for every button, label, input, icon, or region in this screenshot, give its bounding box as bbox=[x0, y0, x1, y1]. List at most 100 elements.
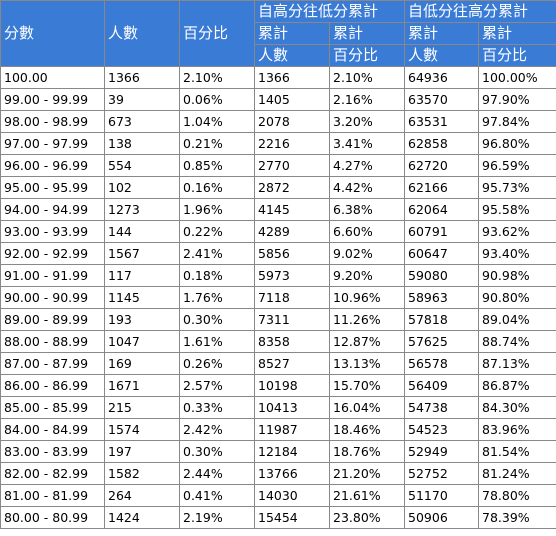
cell-percent: 2.10% bbox=[179, 66, 255, 89]
cell-percent: 0.16% bbox=[179, 176, 255, 199]
cell-cum-count-high: 2216 bbox=[254, 132, 330, 155]
cell-cum-percent-low: 86.87% bbox=[478, 374, 556, 397]
cell-cum-count-high: 8358 bbox=[254, 330, 330, 353]
cell-cum-percent-low: 78.80% bbox=[478, 484, 556, 507]
cell-score: 90.00 - 90.99 bbox=[0, 286, 105, 309]
cell-percent: 0.41% bbox=[179, 484, 255, 507]
cell-cum-percent-low: 88.74% bbox=[478, 330, 556, 353]
cell-cum-count-low: 51170 bbox=[404, 484, 480, 507]
header-count-low: 人數 bbox=[404, 44, 480, 67]
cell-cum-percent-low: 81.54% bbox=[478, 440, 556, 463]
cell-count: 673 bbox=[104, 110, 180, 133]
cell-cum-count-low: 63570 bbox=[404, 88, 480, 111]
cell-count: 215 bbox=[104, 396, 180, 419]
header-count-high: 人數 bbox=[254, 44, 330, 67]
cell-cum-percent-low: 84.30% bbox=[478, 396, 556, 419]
cell-count: 1574 bbox=[104, 418, 180, 441]
cell-score: 88.00 - 88.99 bbox=[0, 330, 105, 353]
cell-score: 86.00 - 86.99 bbox=[0, 374, 105, 397]
cell-cum-count-high: 1366 bbox=[254, 66, 330, 89]
cell-cum-count-low: 56578 bbox=[404, 352, 480, 375]
cell-cum-count-high: 8527 bbox=[254, 352, 330, 375]
cell-cum-count-high: 7118 bbox=[254, 286, 330, 309]
cell-cum-percent-high: 2.16% bbox=[328, 88, 406, 111]
header-score: 分數 bbox=[0, 0, 105, 67]
table-row: 97.00 - 97.99 138 0.21% 2216 3.41% 62858 96.80… bbox=[0, 132, 556, 155]
header-low-to-high: 自低分往高分累計 bbox=[404, 0, 556, 23]
cell-cum-percent-high: 18.46% bbox=[328, 418, 406, 441]
cell-cum-percent-high: 16.04% bbox=[328, 396, 406, 419]
cell-score: 83.00 - 83.99 bbox=[0, 440, 105, 463]
cell-cum-percent-high: 10.96% bbox=[328, 286, 406, 309]
table-body: 100.00 1366 2.10% 1366 2.10% 64936 100.00% 99.0… bbox=[0, 66, 556, 529]
table-row: 93.00 - 93.99 144 0.22% 4289 6.60% 60791 93.62… bbox=[0, 220, 556, 243]
cell-percent: 0.26% bbox=[179, 352, 255, 375]
header-cum-percent-low: 累計 bbox=[478, 22, 556, 45]
cell-percent: 1.04% bbox=[179, 110, 255, 133]
cell-score: 84.00 - 84.99 bbox=[0, 418, 105, 441]
table-row: 85.00 - 85.99 215 0.33% 10413 16.04% 54738 84.… bbox=[0, 396, 556, 419]
cell-percent: 0.22% bbox=[179, 220, 255, 243]
cell-cum-percent-high: 21.20% bbox=[328, 462, 406, 485]
cell-score: 94.00 - 94.99 bbox=[0, 198, 105, 221]
cell-cum-count-low: 62166 bbox=[404, 176, 480, 199]
cell-score: 85.00 - 85.99 bbox=[0, 396, 105, 419]
table-row: 92.00 - 92.99 1567 2.41% 5856 9.02% 60647 93.4… bbox=[0, 242, 556, 265]
cell-cum-count-low: 63531 bbox=[404, 110, 480, 133]
cell-score: 99.00 - 99.99 bbox=[0, 88, 105, 111]
cell-cum-percent-low: 81.24% bbox=[478, 462, 556, 485]
cell-count: 39 bbox=[104, 88, 180, 111]
cell-cum-count-high: 12184 bbox=[254, 440, 330, 463]
cell-score: 82.00 - 82.99 bbox=[0, 462, 105, 485]
table-row: 83.00 - 83.99 197 0.30% 12184 18.76% 52949 81.… bbox=[0, 440, 556, 463]
cell-count: 1567 bbox=[104, 242, 180, 265]
cell-score: 96.00 - 96.99 bbox=[0, 154, 105, 177]
cell-cum-count-low: 57818 bbox=[404, 308, 480, 331]
cell-percent: 0.06% bbox=[179, 88, 255, 111]
cell-cum-percent-low: 97.90% bbox=[478, 88, 556, 111]
table-header: 分數 人數 百分比 自高分往低分累計 自低分往高分累計 累計 累計 累計 累計 … bbox=[0, 0, 556, 67]
cell-score: 98.00 - 98.99 bbox=[0, 110, 105, 133]
header-percent: 百分比 bbox=[179, 0, 255, 67]
cell-count: 102 bbox=[104, 176, 180, 199]
cell-cum-percent-low: 87.13% bbox=[478, 352, 556, 375]
cell-score: 80.00 - 80.99 bbox=[0, 506, 105, 529]
table-row: 90.00 - 90.99 1145 1.76% 7118 10.96% 58963 90.… bbox=[0, 286, 556, 309]
cell-cum-percent-high: 18.76% bbox=[328, 440, 406, 463]
cell-cum-count-high: 10198 bbox=[254, 374, 330, 397]
cell-cum-percent-high: 6.38% bbox=[328, 198, 406, 221]
cell-cum-count-high: 2078 bbox=[254, 110, 330, 133]
cell-score: 95.00 - 95.99 bbox=[0, 176, 105, 199]
cell-cum-percent-low: 95.73% bbox=[478, 176, 556, 199]
cell-cum-count-high: 5856 bbox=[254, 242, 330, 265]
cell-percent: 2.42% bbox=[179, 418, 255, 441]
table-row: 84.00 - 84.99 1574 2.42% 11987 18.46% 54523 83… bbox=[0, 418, 556, 441]
cell-score: 97.00 - 97.99 bbox=[0, 132, 105, 155]
cell-cum-percent-high: 11.26% bbox=[328, 308, 406, 331]
cell-cum-count-low: 50906 bbox=[404, 506, 480, 529]
header-cum-percent-high: 累計 bbox=[328, 22, 406, 45]
cell-cum-percent-low: 89.04% bbox=[478, 308, 556, 331]
cell-count: 1145 bbox=[104, 286, 180, 309]
cell-cum-percent-low: 96.80% bbox=[478, 132, 556, 155]
cell-cum-percent-low: 83.96% bbox=[478, 418, 556, 441]
cell-score: 89.00 - 89.99 bbox=[0, 308, 105, 331]
cell-percent: 0.18% bbox=[179, 264, 255, 287]
cell-cum-percent-high: 23.80% bbox=[328, 506, 406, 529]
cell-cum-percent-high: 6.60% bbox=[328, 220, 406, 243]
cell-cum-count-high: 4289 bbox=[254, 220, 330, 243]
table-row: 98.00 - 98.99 673 1.04% 2078 3.20% 63531 97.84… bbox=[0, 110, 556, 133]
cell-score: 92.00 - 92.99 bbox=[0, 242, 105, 265]
cell-cum-count-low: 60791 bbox=[404, 220, 480, 243]
cell-count: 554 bbox=[104, 154, 180, 177]
table-row: 95.00 - 95.99 102 0.16% 2872 4.42% 62166 95.73… bbox=[0, 176, 556, 199]
cell-score: 81.00 - 81.99 bbox=[0, 484, 105, 507]
cell-cum-count-high: 10413 bbox=[254, 396, 330, 419]
cell-percent: 2.44% bbox=[179, 462, 255, 485]
cell-cum-count-high: 2872 bbox=[254, 176, 330, 199]
table-row: 86.00 - 86.99 1671 2.57% 10198 15.70% 56409 86… bbox=[0, 374, 556, 397]
cell-count: 138 bbox=[104, 132, 180, 155]
cell-count: 197 bbox=[104, 440, 180, 463]
cell-cum-percent-high: 4.42% bbox=[328, 176, 406, 199]
